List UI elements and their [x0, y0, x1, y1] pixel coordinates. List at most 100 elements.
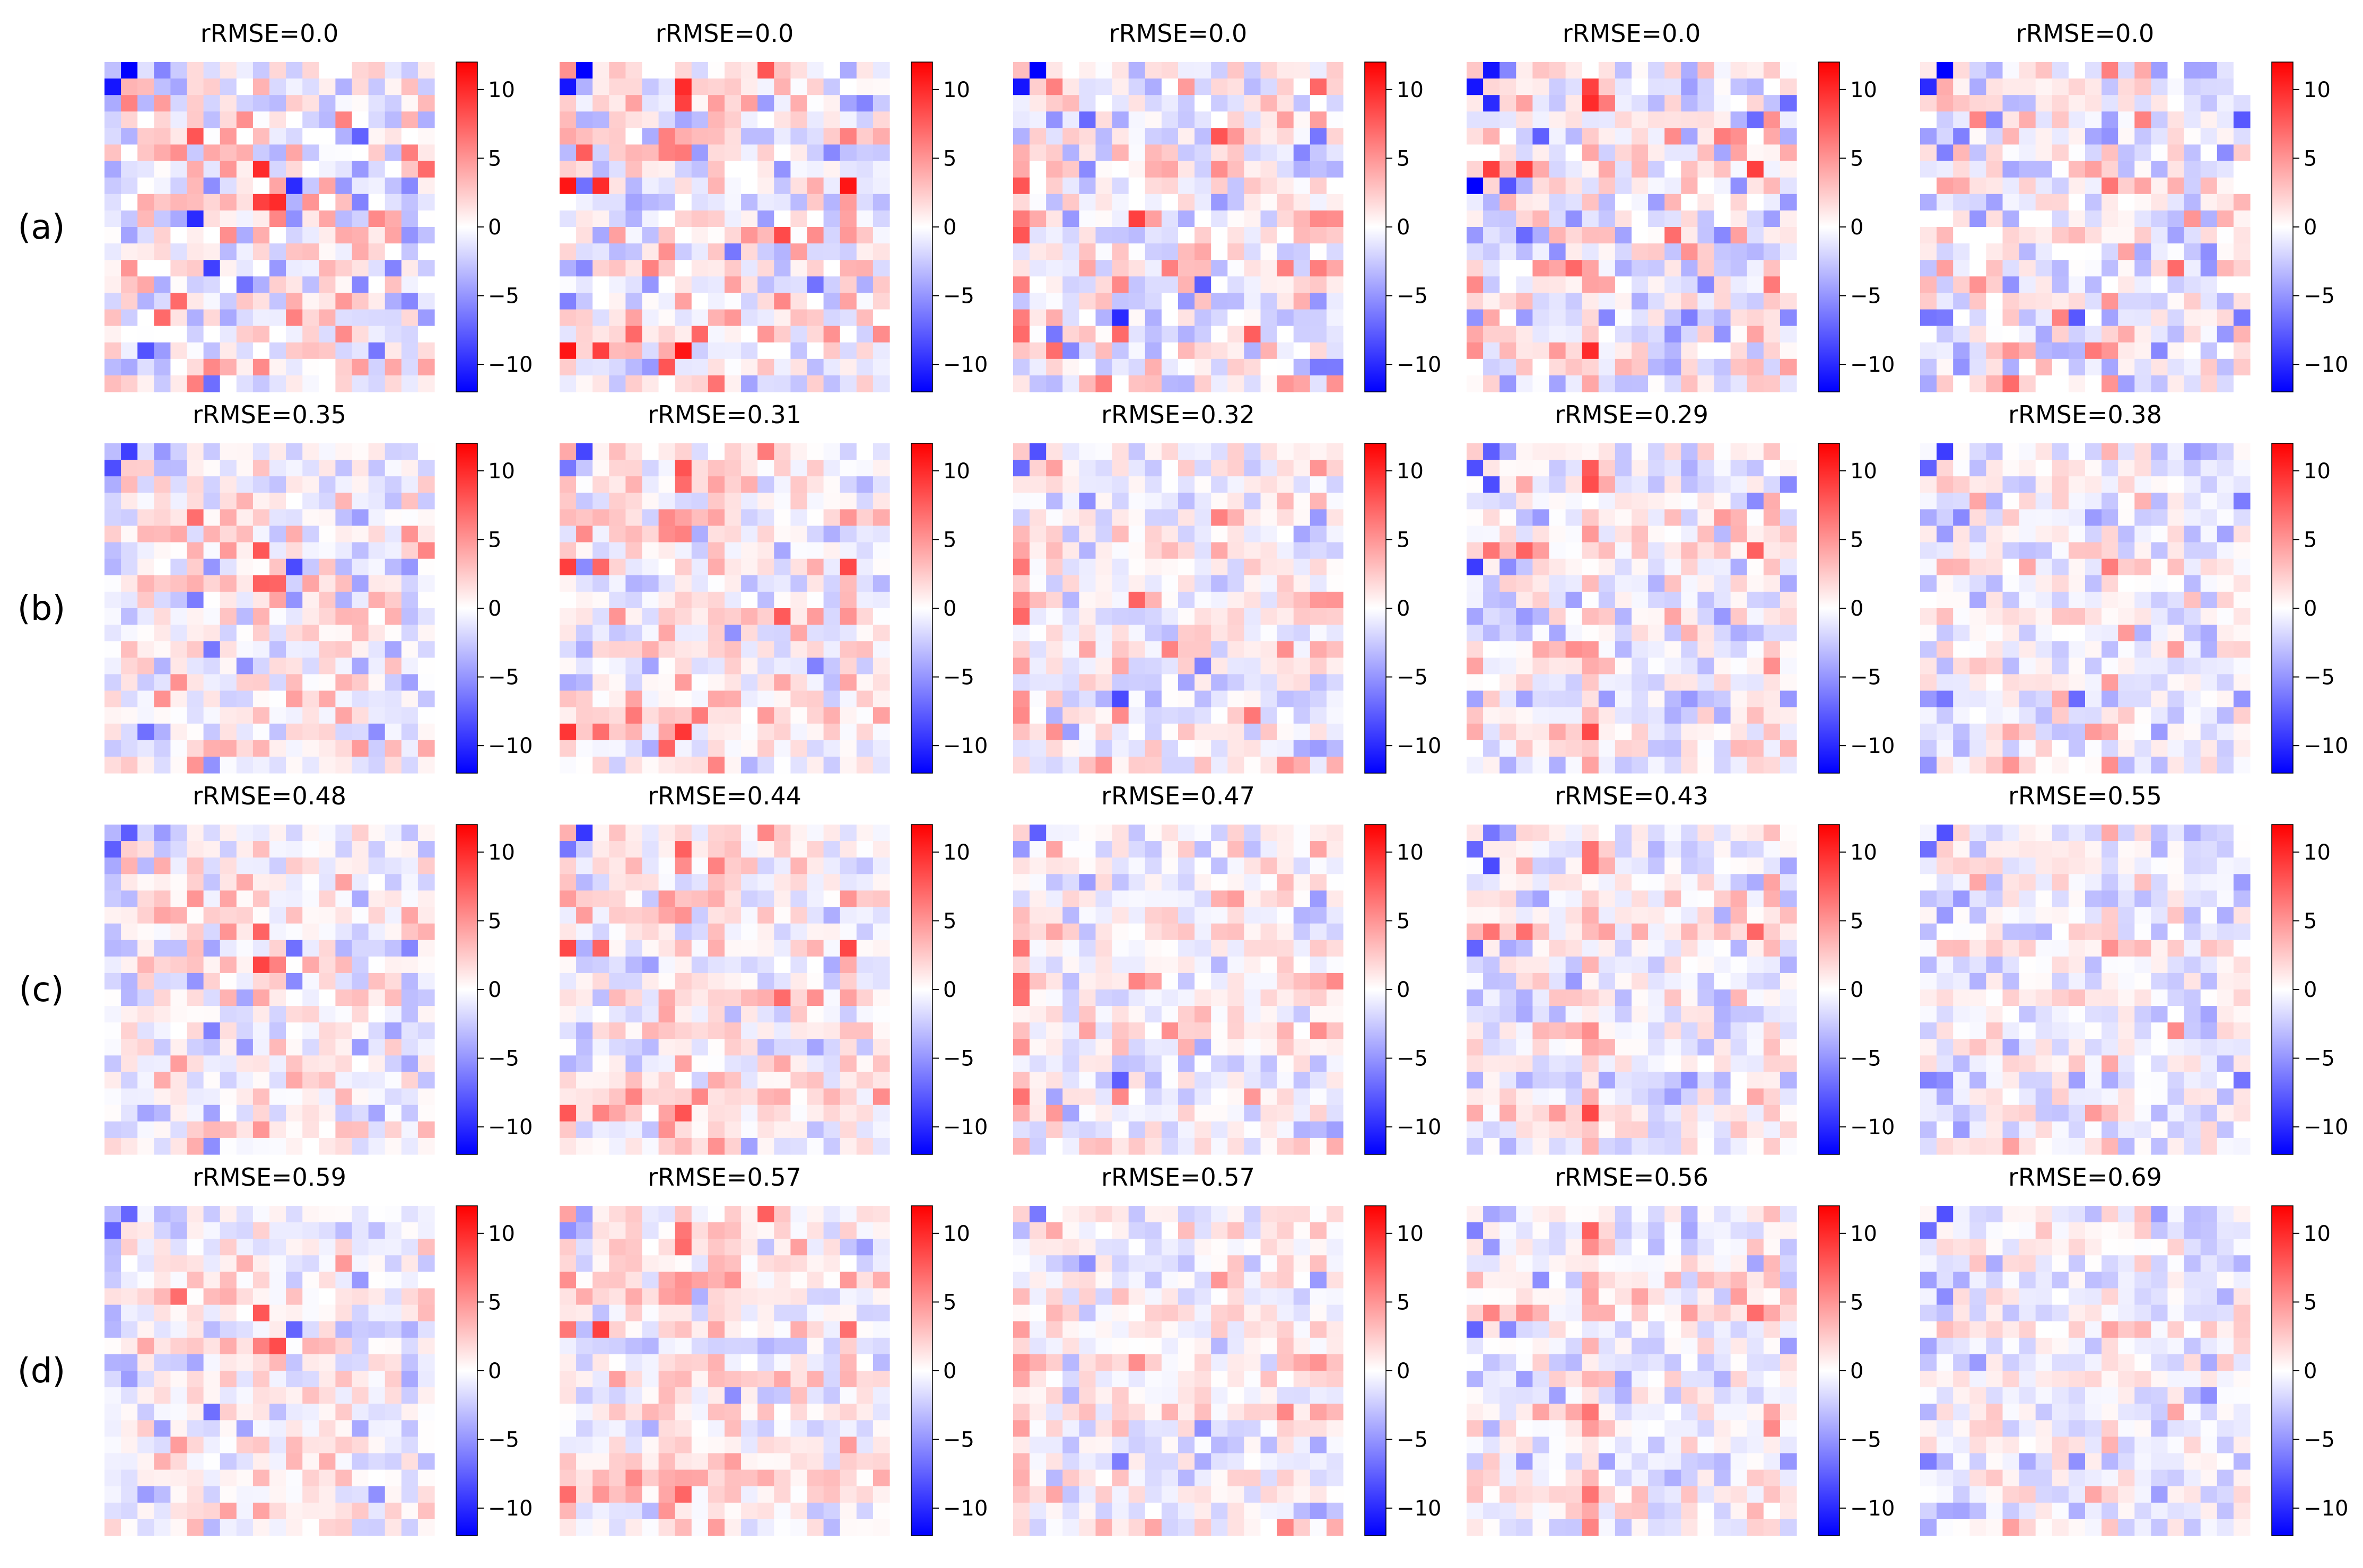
heatmap-cell [1920, 194, 1937, 211]
heatmap-cell [1632, 674, 1649, 691]
heatmap-cell [1920, 210, 1937, 227]
heatmap-cell [1062, 723, 1079, 741]
heatmap-cell [2052, 591, 2069, 609]
heatmap-cell [401, 95, 418, 112]
heatmap-cell [1763, 276, 1781, 293]
heatmap-cell [823, 1055, 841, 1073]
heatmap-cell [790, 78, 808, 95]
heatmap-cell [592, 375, 609, 392]
heatmap-cell [725, 210, 742, 227]
heatmap-cell [2118, 674, 2135, 691]
heatmap-cell [121, 841, 138, 858]
heatmap-cell [774, 62, 791, 79]
heatmap-cell [1516, 177, 1533, 195]
heatmap-cell [1615, 111, 1632, 128]
heatmap-cell [840, 1105, 857, 1122]
heatmap-cell [137, 493, 154, 510]
heatmap-cell [1714, 210, 1731, 227]
heatmap-cell [790, 111, 808, 128]
heatmap-cell [1483, 260, 1500, 277]
heatmap-cell [2151, 95, 2168, 112]
colorbar-tick-label: −5 [488, 665, 519, 690]
heatmap-cell [1615, 78, 1632, 95]
heatmap-cell [2085, 591, 2102, 609]
heatmap-cell [1763, 476, 1781, 493]
heatmap-cell [1128, 161, 1146, 178]
heatmap [560, 825, 890, 1155]
heatmap-cell [1326, 608, 1344, 625]
heatmap-cell [252, 375, 270, 392]
heatmap-cell [417, 1121, 435, 1138]
heatmap-cell [1095, 476, 1113, 493]
heatmap-cell [1780, 342, 1797, 360]
heatmap-cell [170, 210, 188, 227]
heatmap-cell [1161, 625, 1179, 642]
heatmap-cell [417, 227, 435, 244]
heatmap-cell [576, 907, 593, 924]
heatmap-cell [840, 625, 857, 642]
heatmap-cell [1516, 326, 1533, 343]
heatmap-cell [401, 658, 418, 674]
heatmap-cell [1697, 608, 1715, 625]
heatmap-cell [1747, 161, 1764, 178]
heatmap-cell [1714, 276, 1731, 293]
heatmap-cell [1211, 740, 1228, 757]
heatmap-cell [1664, 509, 1681, 527]
heatmap-cell [170, 890, 188, 908]
heatmap-cell [319, 493, 336, 510]
heatmap-cell [675, 493, 692, 510]
heatmap-cell [203, 923, 221, 941]
heatmap-cell [2200, 740, 2218, 757]
heatmap-cell [2167, 558, 2185, 576]
heatmap-cell [1310, 260, 1327, 277]
heatmap-cell [154, 128, 171, 145]
heatmap-cell [2102, 509, 2118, 527]
heatmap-cell [2217, 707, 2234, 724]
heatmap-cell [104, 1055, 121, 1073]
heatmap-cell [658, 542, 676, 559]
heatmap-cell [203, 558, 221, 576]
heatmap-cell [1664, 326, 1681, 343]
heatmap-cell [691, 625, 709, 642]
heatmap-cell [319, 128, 336, 145]
heatmap-cell [104, 95, 121, 112]
heatmap-cell [1763, 227, 1781, 244]
heatmap-cell [2019, 243, 2036, 260]
heatmap-cell [1095, 625, 1113, 642]
heatmap-cell [417, 940, 435, 957]
heatmap-cell [592, 276, 609, 293]
heatmap-cell [2019, 260, 2036, 277]
heatmap-cell [774, 276, 791, 293]
heatmap-cell [286, 575, 303, 592]
heatmap-cell [2217, 608, 2234, 625]
heatmap-cell [823, 111, 841, 128]
heatmap-cell [1277, 756, 1294, 774]
heatmap-cell [1730, 326, 1748, 343]
heatmap-cell [104, 1072, 121, 1089]
heatmap-cell [1095, 756, 1113, 774]
heatmap-cell [286, 78, 303, 95]
heatmap-cell [1747, 509, 1764, 527]
heatmap-cell [1615, 525, 1632, 543]
heatmap-cell [368, 293, 386, 310]
heatmap-cell [1499, 542, 1516, 559]
heatmap-cell [757, 194, 774, 211]
heatmap-cell [1326, 342, 1344, 360]
heatmap-cell [609, 293, 626, 310]
heatmap-cell [1128, 78, 1146, 95]
heatmap-cell [560, 690, 577, 708]
heatmap-cell [576, 1105, 593, 1122]
heatmap-cell [1310, 740, 1327, 757]
heatmap-cell [774, 177, 791, 195]
heatmap-cell [1112, 78, 1129, 95]
heatmap-cell [154, 874, 171, 891]
heatmap-cell [1730, 558, 1748, 576]
heatmap-cell [1013, 641, 1030, 658]
heatmap-cell [560, 243, 577, 260]
heatmap-cell [807, 740, 824, 757]
heatmap-cell [807, 940, 824, 957]
heatmap-cell [625, 309, 643, 327]
heatmap-cell [2233, 608, 2251, 625]
heatmap-cell [1013, 625, 1030, 642]
heatmap-cell [1582, 460, 1599, 477]
